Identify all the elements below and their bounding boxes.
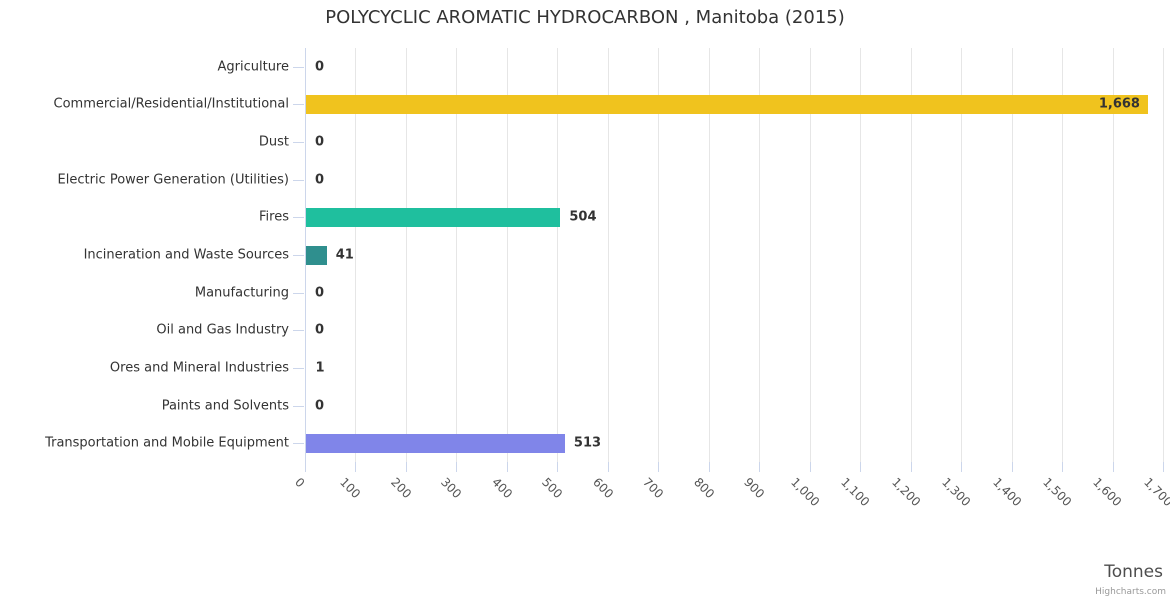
x-axis-tick: [456, 462, 458, 472]
x-axis-tick: [405, 462, 407, 472]
x-axis-tick: [961, 462, 963, 472]
gridline: [910, 48, 912, 462]
x-axis-tick-label: 1,100: [838, 475, 873, 510]
x-axis-tick: [1062, 462, 1064, 472]
x-axis-tick: [305, 462, 306, 472]
gridline: [607, 48, 609, 462]
gridline: [1062, 48, 1064, 462]
gridline: [961, 48, 963, 462]
x-axis-tick: [658, 462, 660, 472]
gridline: [456, 48, 458, 462]
bar-value-label: 41: [335, 247, 354, 263]
bar-value-label: 1: [315, 360, 325, 376]
bar[interactable]: [306, 433, 565, 453]
x-axis-tick-label: 1,500: [1040, 475, 1075, 510]
category-tick: [293, 66, 304, 68]
x-axis-tick: [557, 462, 559, 472]
bar-value-label: 0: [315, 59, 325, 75]
x-axis-tick-label: 200: [387, 475, 414, 502]
x-axis-tick: [809, 462, 811, 472]
category-label: Electric Power Generation (Utilities): [57, 172, 289, 188]
bar-value-label: 0: [315, 322, 325, 338]
x-axis-tick-label: 1,600: [1090, 475, 1125, 510]
category-axis-line: [305, 48, 306, 462]
category-label: Fires: [259, 209, 289, 225]
x-axis-tick-label: 100: [337, 475, 364, 502]
category-label: Paints and Solvents: [161, 398, 289, 414]
x-axis-tick-label: 1,300: [939, 475, 974, 510]
x-axis-tick-label: 0: [292, 475, 308, 491]
x-axis-tick-label: 400: [488, 475, 515, 502]
x-axis-tick: [1011, 462, 1013, 472]
bar-value-label: 1,668: [1098, 96, 1140, 112]
category-label: Agriculture: [217, 59, 290, 75]
x-axis-tick-label: 600: [589, 475, 616, 502]
x-axis-tick: [860, 462, 862, 472]
gridline: [1011, 48, 1013, 462]
category-tick: [293, 292, 304, 294]
gridline: [1163, 48, 1164, 462]
category-label: Commercial/Residential/Institutional: [53, 96, 290, 112]
gridline: [708, 48, 710, 462]
category-label: Incineration and Waste Sources: [83, 247, 289, 263]
x-axis-tick-label: 300: [438, 475, 465, 502]
bar[interactable]: [306, 245, 327, 265]
category-tick: [293, 405, 304, 407]
category-tick: [293, 217, 304, 219]
category-tick: [293, 367, 304, 369]
bar[interactable]: [306, 207, 561, 227]
gridline: [759, 48, 761, 462]
x-axis-tick: [506, 462, 508, 472]
bar[interactable]: [306, 94, 1148, 114]
category-label: Oil and Gas Industry: [156, 322, 289, 338]
x-axis-tick: [1112, 462, 1114, 472]
category-tick: [293, 142, 304, 144]
category-label: Transportation and Mobile Equipment: [45, 435, 289, 451]
category-tick: [293, 443, 304, 445]
x-axis-tick-label: 1,000: [787, 475, 822, 510]
gridline: [860, 48, 862, 462]
x-axis-tick-label: 1,200: [888, 475, 923, 510]
category-tick: [293, 179, 304, 181]
gridline: [809, 48, 811, 462]
category-label: Ores and Mineral Industries: [109, 360, 289, 376]
bar-value-label: 0: [315, 285, 325, 301]
x-axis-tick: [1163, 462, 1164, 472]
x-axis-tick-label: 900: [741, 475, 768, 502]
category-tick: [293, 104, 304, 106]
x-axis-tick: [355, 462, 357, 472]
x-axis-tick-label: 500: [539, 475, 566, 502]
category-tick: [293, 330, 304, 332]
bar-value-label: 513: [573, 435, 602, 451]
x-axis-tick-label: 800: [690, 475, 717, 502]
category-label: Manufacturing: [194, 285, 289, 301]
gridline: [405, 48, 407, 462]
x-axis-tick: [759, 462, 761, 472]
bar-value-label: 0: [315, 172, 325, 188]
x-axis-tick: [607, 462, 609, 472]
gridline: [557, 48, 559, 462]
x-axis-tick-label: 700: [640, 475, 667, 502]
bar[interactable]: [306, 358, 307, 377]
category-label: Dust: [258, 134, 289, 150]
gridline: [658, 48, 660, 462]
gridline: [1112, 48, 1114, 462]
x-axis-title: Tonnes: [1104, 562, 1163, 582]
x-axis-tick: [910, 462, 912, 472]
bar-value-label: 504: [569, 209, 597, 225]
x-axis-tick-label: 1,700: [1141, 475, 1170, 510]
gridline: [355, 48, 357, 462]
bar-value-label: 0: [315, 398, 325, 414]
highcharts-credit-link[interactable]: Highcharts.com: [1095, 587, 1166, 597]
x-axis-tick: [708, 462, 710, 472]
gridline: [506, 48, 508, 462]
bar-value-label: 0: [315, 134, 325, 150]
category-tick: [293, 255, 304, 256]
x-axis-tick-label: 1,400: [989, 475, 1024, 510]
chart-title: POLYCYCLIC AROMATIC HYDROCARBON , Manito…: [325, 7, 845, 28]
